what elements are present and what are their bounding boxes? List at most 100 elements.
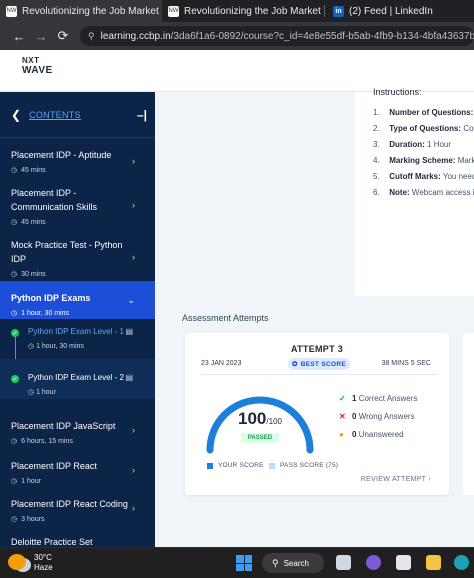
sidebar-item-mock-test[interactable]: Mock Practice Test - Python IDP ◷ 30 mins… xyxy=(0,228,155,281)
clock-icon: ◷ xyxy=(11,516,18,523)
sidebar-item-communication[interactable]: Placement IDP - Communication Skills ◷ 45… xyxy=(0,176,155,228)
nxtwave-favicon-icon: NW xyxy=(168,5,179,17)
sidebar-item-javascript[interactable]: Placement IDP JavaScript ◷ 6 hours, 15 mi… xyxy=(0,409,155,449)
sidebar-item-duration: ◷ 1 hour, 30 mins xyxy=(11,309,69,318)
store-icon[interactable] xyxy=(396,555,411,570)
sidebar-title[interactable]: CONTENTS xyxy=(29,109,81,120)
taskbar-search[interactable]: ⚲ Search xyxy=(262,553,324,573)
attempt-date: 23 JAN 2023 xyxy=(201,360,242,367)
completed-check-icon: ✓ xyxy=(11,375,19,383)
instruction-row: 2. Type of Questions: Cod xyxy=(373,124,474,133)
exam-level-label: Python IDP Exam Level - 1 xyxy=(28,327,124,336)
weather-icon[interactable] xyxy=(8,554,26,570)
legend-swatch xyxy=(207,462,213,469)
sidebar-item-label: Placement IDP JavaScript xyxy=(11,421,116,431)
sidebar-item-duration: ◷ 45 mins xyxy=(11,218,46,227)
browser-tab-2[interactable]: NW Revolutionizing the Job Market | ✕ xyxy=(162,0,322,22)
instructions-title: Instructions: xyxy=(373,87,422,97)
review-attempt-link[interactable]: REVIEW ATTEMPT › xyxy=(360,476,431,483)
chevron-right-icon: › xyxy=(132,425,135,435)
windows-taskbar: 30°C Haze ⚲ Search xyxy=(0,547,474,578)
sidebar-item-label: Placement IDP - Aptitude xyxy=(11,150,112,160)
gauge-fill xyxy=(206,396,314,454)
sidebar-item-label: Mock Practice Test - Python IDP xyxy=(11,240,123,264)
sidebar-item-deloitte[interactable]: Deloitte Practice Set xyxy=(0,525,155,547)
sidebar-item-aptitude[interactable]: Placement IDP - Aptitude ◷ 45 mins › xyxy=(0,138,155,176)
medal-icon: ✪ xyxy=(291,361,298,368)
passed-badge: PASSED xyxy=(241,433,279,443)
linkedin-favicon-icon: in xyxy=(333,5,344,17)
tab-title: Revolutionizing the Job Market | xyxy=(22,5,162,17)
sidebar-item-label: Placement IDP React xyxy=(11,461,97,471)
chevron-right-icon: › xyxy=(132,503,135,513)
weather-condition: Haze xyxy=(34,563,53,572)
url-path: /3da6f1a6-0892/course?c_id=4e8e55df-b5ab… xyxy=(170,30,474,42)
course-contents-sidebar: ❮ CONTENTS –| Placement IDP - Aptitude ◷… xyxy=(0,92,155,547)
logo-line-2: WAVE xyxy=(22,65,53,76)
exam-level-label: Python IDP Exam Level - 2 xyxy=(28,373,124,382)
url-field[interactable]: ⚲ learning.ccbp.in /3da6f1a6-0892/course… xyxy=(80,26,474,46)
dot-icon: ● xyxy=(339,430,344,439)
sidebar-item-react[interactable]: Placement IDP React ◷ 1 hour › xyxy=(0,449,155,487)
site-info-icon[interactable]: ⚲ xyxy=(88,31,95,41)
collapse-sidebar-icon[interactable]: –| xyxy=(136,108,147,122)
legend-pass-score: PASS SCORE (75) xyxy=(269,462,338,469)
legend-swatch xyxy=(269,462,275,469)
tab-title: (2) Feed | LinkedIn xyxy=(349,5,433,17)
attempt-duration: 38 MINS 5 SEC xyxy=(381,360,431,367)
sidebar-item-react-coding[interactable]: Placement IDP React Coding ◷ 3 hours › xyxy=(0,487,155,525)
clock-icon: ◷ xyxy=(11,167,18,174)
instruction-row: 5. Cutoff Marks: You need xyxy=(373,172,474,181)
chevron-right-icon: › xyxy=(428,476,431,483)
sidebar-header: ❮ CONTENTS –| xyxy=(0,92,155,138)
clock-icon: ◷ xyxy=(11,219,18,226)
instructions-card xyxy=(355,92,474,296)
reload-icon[interactable]: ⟳ xyxy=(57,28,69,43)
edge-browser-icon[interactable] xyxy=(454,555,469,570)
score-value: 100/100 xyxy=(238,409,282,428)
clock-icon: ◷ xyxy=(11,478,18,485)
tab-separator xyxy=(324,5,325,17)
weather-widget[interactable]: 30°C Haze xyxy=(34,553,53,573)
chevron-right-icon: › xyxy=(132,465,135,475)
sidebar-item-duration: ◷ 6 hours, 15 mins xyxy=(11,437,73,446)
teams-chat-icon[interactable] xyxy=(366,555,381,570)
attempt-title: ATTEMPT 3 xyxy=(290,344,344,354)
sidebar-item-label: Placement IDP - Communication Skills xyxy=(11,188,98,212)
sidebar-item-python-exams[interactable]: Python IDP Exams ◷ 1 hour, 30 mins ⌄ xyxy=(0,281,155,319)
attempt-card: ATTEMPT 3 23 JAN 2023 ✪ BEST SCORE 38 MIN… xyxy=(185,333,449,495)
exam-levels-list: ✓ Python IDP Exam Level - 1 ◷ 1 hour, 30… xyxy=(0,319,155,409)
back-chevron-icon[interactable]: ❮ xyxy=(11,107,22,122)
exam-level-1[interactable]: ✓ Python IDP Exam Level - 1 ◷ 1 hour, 30… xyxy=(0,319,155,359)
clock-icon: ◷ xyxy=(11,438,18,445)
legend-your-score: YOUR SCORE xyxy=(207,462,264,469)
task-view-icon[interactable] xyxy=(336,555,351,570)
next-attempt-card xyxy=(463,333,474,495)
completed-check-icon: ✓ xyxy=(11,329,19,337)
exam-level-2[interactable]: ✓ Python IDP Exam Level - 2 ◷ 1 hour ▤ xyxy=(0,359,155,399)
nxtwave-logo[interactable]: NXT WAVE xyxy=(22,56,72,84)
sidebar-item-duration: ◷ 1 hour xyxy=(11,477,41,486)
file-explorer-icon[interactable] xyxy=(426,555,441,570)
back-arrow-icon[interactable]: ← xyxy=(12,28,26,44)
temperature: 30°C xyxy=(34,553,52,562)
sidebar-item-duration: ◷ 30 mins xyxy=(11,270,46,279)
sidebar-item-duration: ◷ 3 hours xyxy=(11,515,45,524)
document-icon: ▤ xyxy=(125,373,133,382)
exam-level-duration: ◷ 1 hour xyxy=(28,389,56,396)
wrong-answers-stat: ✕ 0 Wrong Answers xyxy=(339,412,415,421)
sidebar-item-label: Python IDP Exams xyxy=(11,293,91,303)
chevron-right-icon: › xyxy=(132,200,135,210)
instruction-row: 6. Note: Webcam access is xyxy=(373,188,474,197)
address-bar: ← → ⟳ ⚲ learning.ccbp.in /3da6f1a6-0892/… xyxy=(0,22,474,50)
forward-arrow-icon[interactable]: → xyxy=(34,28,48,44)
best-score-badge: ✪ BEST SCORE xyxy=(288,358,350,370)
logo-line-1: NXT xyxy=(22,56,40,65)
windows-start-icon[interactable] xyxy=(236,555,252,571)
document-icon: ▤ xyxy=(125,327,133,336)
browser-tab-1[interactable]: NW Revolutionizing the Job Market | ✕ xyxy=(0,0,162,22)
browser-tab-3[interactable]: in (2) Feed | LinkedIn xyxy=(327,0,467,22)
instruction-row: 3. Duration: 1 Hour xyxy=(373,140,452,149)
unanswered-stat: ● 0 Unanswered xyxy=(339,430,404,439)
chevron-right-icon: › xyxy=(132,252,135,262)
